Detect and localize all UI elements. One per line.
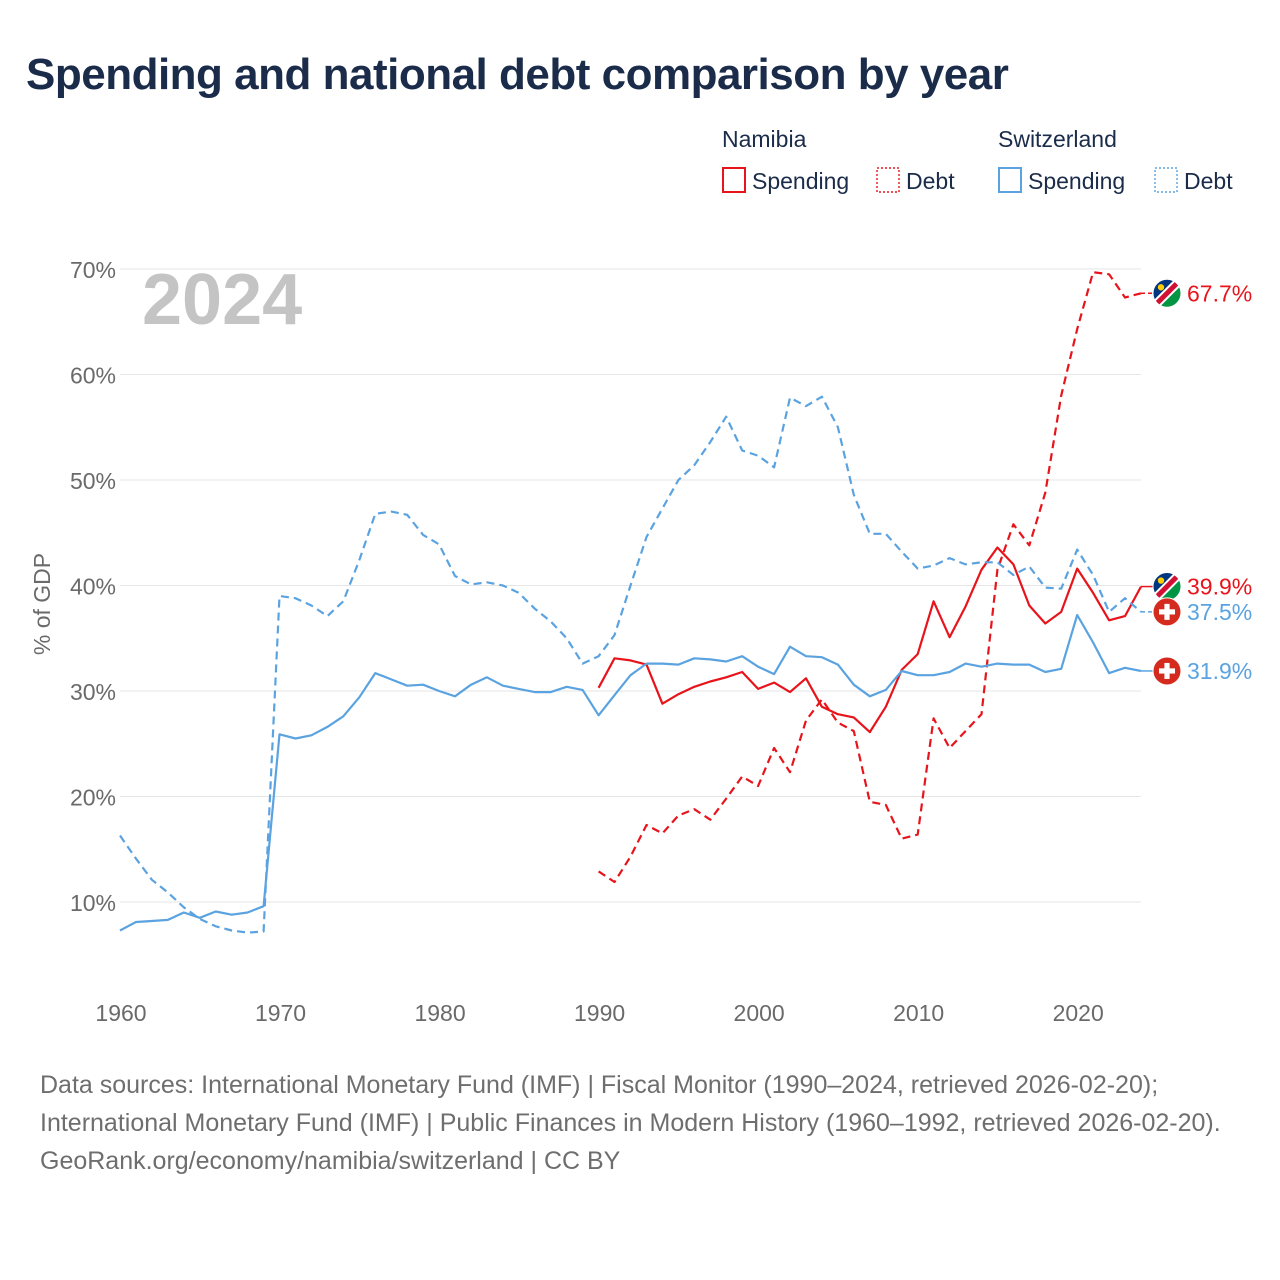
end-value-label: 31.9% bbox=[1187, 658, 1252, 684]
series-lines bbox=[119, 271, 1142, 934]
y-tick-label: 40% bbox=[70, 574, 116, 600]
footer: Data sources: International Monetary Fun… bbox=[40, 1066, 1240, 1180]
series-line-namibia-spending bbox=[597, 546, 1142, 734]
legend-swatch-dotted bbox=[1154, 167, 1178, 193]
year-label: 2024 bbox=[142, 260, 302, 340]
legend-item-label: Debt bbox=[906, 168, 955, 194]
x-tick-label: 2020 bbox=[1053, 1000, 1104, 1026]
attribution: GeoRank.org/economy/namibia/switzerland … bbox=[40, 1147, 621, 1175]
end-value-label: 67.7% bbox=[1187, 280, 1252, 306]
y-tick-label: 30% bbox=[70, 679, 116, 705]
x-axis: 1960 1970 1980 1990 2000 2010 2020 bbox=[95, 1000, 1103, 1026]
legend-country-namibia: Namibia bbox=[722, 126, 807, 152]
legend-item-label: Debt bbox=[1184, 168, 1233, 194]
legend-country-switzerland: Switzerland bbox=[998, 126, 1117, 152]
x-tick-label: 1960 bbox=[95, 1000, 146, 1026]
x-tick-label: 2010 bbox=[893, 1000, 944, 1026]
switzerland-flag-icon bbox=[1153, 597, 1181, 626]
end-marker-namibia-debt: 67.7% bbox=[1141, 278, 1252, 308]
end-value-label: 37.5% bbox=[1187, 599, 1252, 625]
x-tick-label: 2000 bbox=[734, 1000, 785, 1026]
end-value-label: 39.9% bbox=[1187, 574, 1252, 600]
series-line-switzerland-spending bbox=[119, 613, 1142, 932]
y-tick-label: 10% bbox=[70, 890, 116, 916]
x-tick-label: 1990 bbox=[574, 1000, 625, 1026]
legend-swatch-dotted bbox=[876, 167, 900, 193]
legend-item-label: Spending bbox=[1028, 168, 1125, 194]
chart-title: Spending and national debt comparison by… bbox=[26, 50, 1009, 99]
legend-swatch-solid bbox=[722, 167, 746, 193]
legend-swatch-solid bbox=[998, 167, 1022, 193]
series-line-switzerland-debt bbox=[119, 395, 1142, 934]
end-marker-switzerland-spending: 31.9% bbox=[1141, 656, 1252, 686]
y-tick-label: 60% bbox=[70, 363, 116, 389]
y-tick-label: 50% bbox=[70, 468, 116, 494]
end-labels: 39.9% 67.7% 31.9% 37.5% bbox=[1141, 278, 1252, 686]
grid: 10% 20% 30% 40% 50% 60% 70% bbox=[70, 257, 1141, 916]
y-tick-label: 70% bbox=[70, 257, 116, 283]
data-sources: Data sources: International Monetary Fun… bbox=[40, 1071, 1221, 1137]
legend: Namibia Spending Debt Switzerland Spending De… bbox=[722, 126, 1233, 194]
legend-item-label: Spending bbox=[752, 168, 849, 194]
x-tick-label: 1980 bbox=[414, 1000, 465, 1026]
switzerland-flag-icon bbox=[1153, 656, 1181, 685]
y-axis-label: % of GDP bbox=[29, 553, 55, 655]
y-tick-label: 20% bbox=[70, 785, 116, 811]
x-tick-label: 1970 bbox=[255, 1000, 306, 1026]
namibia-flag-icon bbox=[1153, 279, 1181, 308]
series-line-namibia-debt bbox=[597, 271, 1142, 884]
end-marker-switzerland-debt: 37.5% bbox=[1141, 597, 1252, 627]
